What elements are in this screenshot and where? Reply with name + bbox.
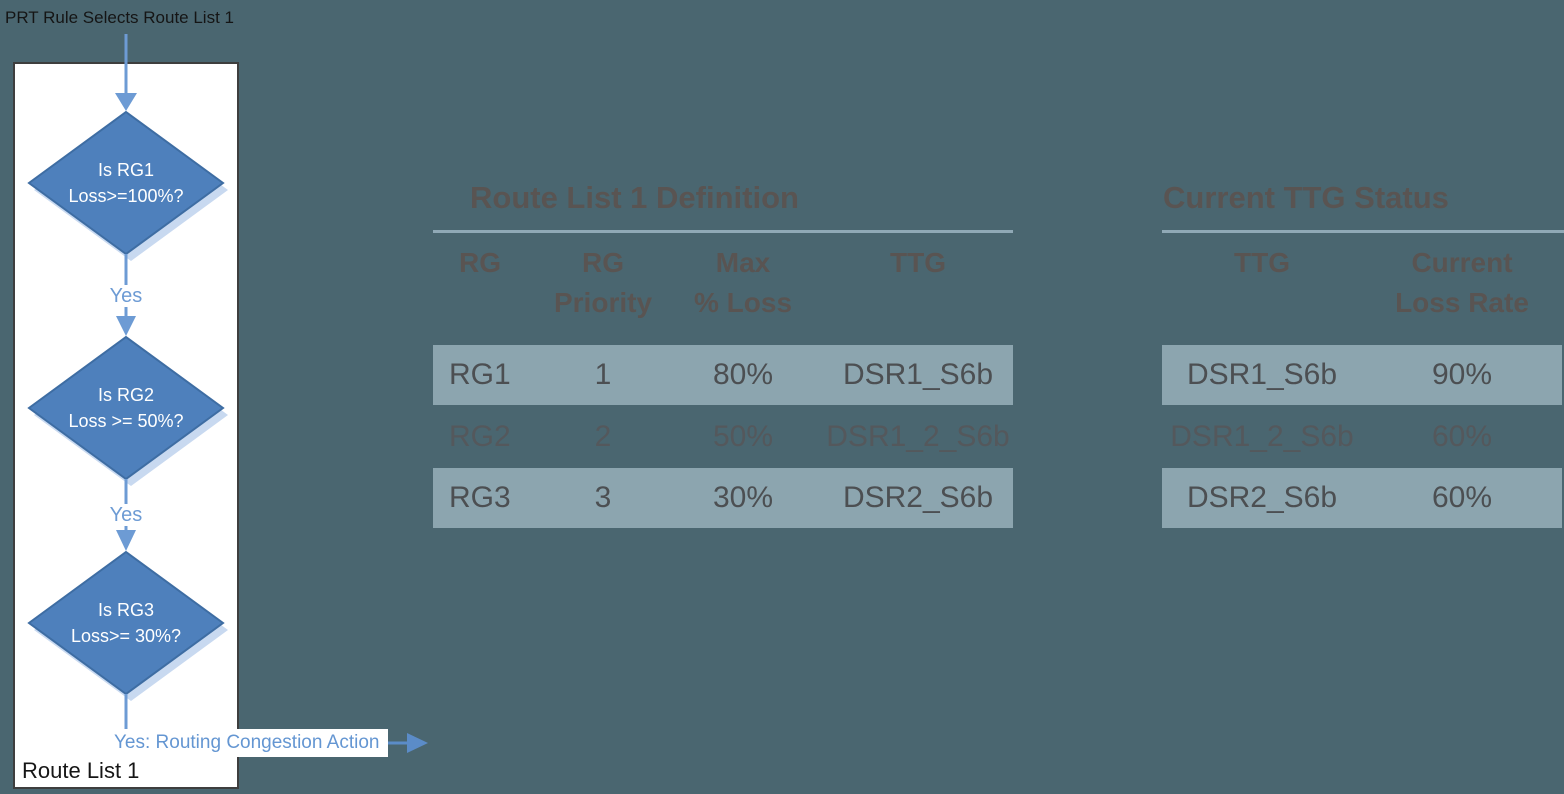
cell-loss-rate: 90% <box>1431 358 1493 391</box>
cell-priority: 1 <box>594 358 612 391</box>
diamond-rg3-text: Is RG3 Loss>= 30%? <box>41 597 211 649</box>
status-row-dsr2: DSR2_S6b 60% <box>1162 468 1562 528</box>
diamond-rg2-line2: Loss >= 50%? <box>68 411 184 431</box>
routing-congestion-action-label: Yes: Routing Congestion Action <box>114 732 380 753</box>
diamond-rg1-text: Is RG1 Loss>=100%? <box>41 157 211 209</box>
header-loss-rate-line2: Loss Rate <box>1395 287 1529 318</box>
cell-ttg: DSR1_S6b <box>1186 358 1338 391</box>
cell-rg: RG3 <box>449 481 511 514</box>
status-table-header: TTG Current Loss Rate <box>1162 243 1562 323</box>
header-ttg: TTG <box>823 243 1013 323</box>
status-table-rule <box>1162 230 1564 233</box>
definition-table-rule <box>433 230 1013 233</box>
header-current-line1: Current <box>1411 247 1513 278</box>
cell-priority: 2 <box>594 419 612 453</box>
cell-max-loss: 30% <box>712 481 774 514</box>
diamond-rg1-line2: Loss>=100%? <box>68 186 184 206</box>
status-row-dsr1: DSR1_S6b 90% <box>1162 345 1562 405</box>
route-list-1-caption: Route List 1 <box>22 758 140 783</box>
header-current-loss-rate: Current Loss Rate <box>1362 243 1562 323</box>
header-rg-priority-line2: Priority <box>553 287 653 318</box>
diamond-rg2-line1: Is RG2 <box>97 385 154 405</box>
definition-table-title: Route List 1 Definition <box>470 180 799 215</box>
diamond-rg2-text: Is RG2 Loss >= 50%? <box>41 382 211 434</box>
exit-arrow-head <box>407 733 428 753</box>
cell-ttg: DSR2_S6b <box>842 481 994 514</box>
header-rg-line1: RG <box>459 247 501 278</box>
header-max-loss-line2: % Loss <box>693 287 793 318</box>
definition-row-rg2: RG2 2 50% DSR1_2_S6b <box>433 405 1013 468</box>
definition-row-rg3: RG3 3 30% DSR2_S6b <box>433 468 1013 528</box>
cell-ttg: DSR1_2_S6b <box>826 419 1010 453</box>
status-table-title: Current TTG Status <box>1163 180 1449 215</box>
header-max-loss-line1: Max <box>715 247 771 278</box>
prt-rule-label: PRT Rule Selects Route List 1 <box>5 8 234 27</box>
header-ttg: TTG <box>1162 243 1362 323</box>
cell-max-loss: 80% <box>712 358 774 391</box>
header-rg: RG <box>433 243 543 323</box>
diamond-rg1-line1: Is RG1 <box>97 160 154 180</box>
diamond-rg3-line2: Loss>= 30%? <box>70 626 182 646</box>
cell-priority: 3 <box>594 481 612 514</box>
header-rg-priority-line1: RG <box>582 247 624 278</box>
header-max-loss: Max % Loss <box>663 243 823 323</box>
yes-label-1: Yes <box>104 285 148 307</box>
header-ttg-line1: TTG <box>890 247 946 278</box>
status-row-dsr1-2: DSR1_2_S6b 60% <box>1162 405 1562 468</box>
cell-rg: RG1 <box>449 358 511 391</box>
cell-ttg: DSR1_S6b <box>842 358 994 391</box>
cell-loss-rate: 60% <box>1431 481 1493 514</box>
cell-rg: RG2 <box>449 419 511 453</box>
cell-ttg: DSR2_S6b <box>1186 481 1338 514</box>
cell-max-loss: 50% <box>712 419 774 453</box>
exit-label-strip <box>111 729 388 757</box>
cell-ttg: DSR1_2_S6b <box>1170 419 1354 453</box>
header-ttg-line1: TTG <box>1234 247 1290 278</box>
cell-loss-rate: 60% <box>1431 419 1493 453</box>
yes-label-2: Yes <box>104 504 148 526</box>
definition-row-rg1: RG1 1 80% DSR1_S6b <box>433 345 1013 405</box>
diamond-rg3-line1: Is RG3 <box>97 600 154 620</box>
header-rg-priority: RG Priority <box>543 243 663 323</box>
definition-table-header: RG RG Priority Max % Loss TTG <box>433 243 1013 323</box>
